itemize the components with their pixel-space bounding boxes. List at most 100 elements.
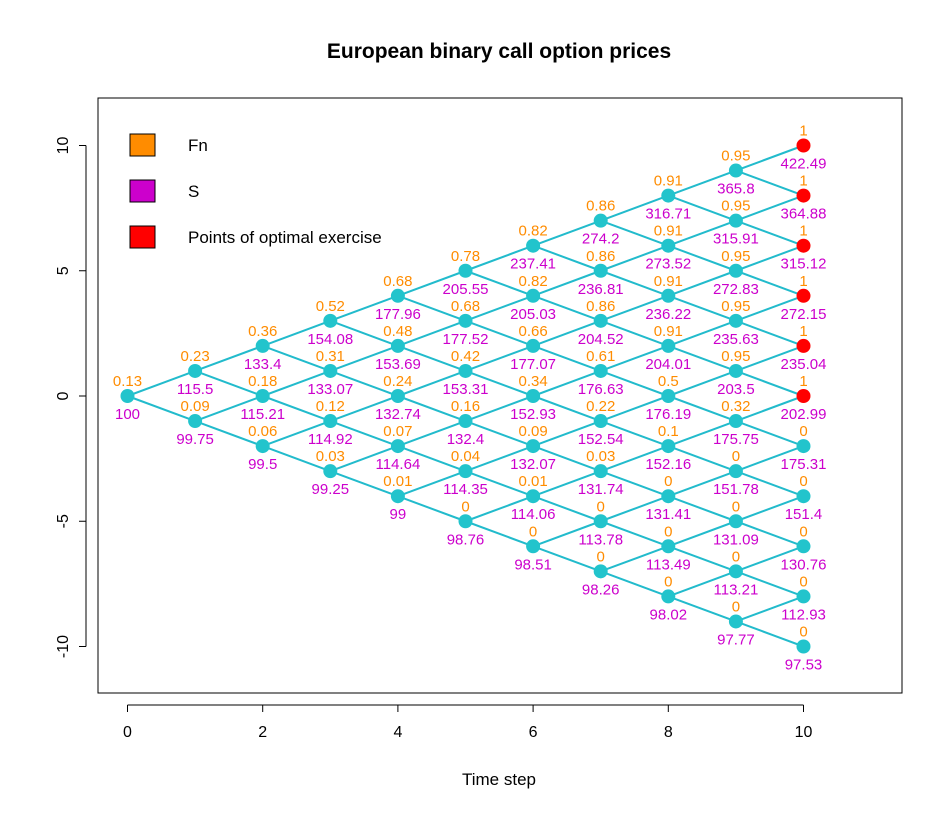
- fn-value-label: 0.82: [518, 273, 547, 290]
- optimal-exercise-point: [796, 288, 811, 303]
- fn-value-label: 0.22: [586, 398, 615, 415]
- tree-edge-down: [735, 370, 804, 397]
- tree-node: [188, 414, 203, 429]
- tree-edge-down: [397, 395, 466, 422]
- fn-value-label: 0: [799, 473, 807, 490]
- tree-node: [458, 363, 473, 378]
- fn-value-label: 0.68: [383, 273, 412, 290]
- s-value-label: 273.52: [645, 256, 691, 273]
- s-value-label: 272.83: [713, 281, 759, 298]
- tree-node: [593, 414, 608, 429]
- tree-edge-up: [329, 344, 399, 372]
- s-value-label: 316.71: [645, 206, 691, 223]
- tree-node: [323, 414, 338, 429]
- tree-node: [593, 313, 608, 328]
- tree-edge-up: [532, 520, 602, 548]
- tree-edge-down: [667, 294, 737, 322]
- tree-edge-down: [667, 545, 737, 573]
- tree-edge-down: [600, 269, 669, 297]
- tree-edge-down: [397, 445, 466, 473]
- legend-label: S: [188, 182, 199, 201]
- tree-node: [526, 238, 541, 253]
- tree-edge-up: [262, 420, 331, 448]
- legend-swatch: [129, 225, 156, 249]
- s-value-label: 98.51: [514, 556, 552, 573]
- s-value-label: 315.91: [713, 231, 759, 248]
- s-value-label: 365.8: [717, 181, 755, 198]
- tree-edge-down: [465, 269, 534, 297]
- fn-value-label: 0.91: [654, 273, 683, 290]
- tree-edge-down: [465, 370, 534, 397]
- tree-node: [526, 489, 541, 504]
- tree-edge-down: [465, 520, 534, 548]
- tree-edge-down: [735, 169, 804, 197]
- s-value-label: 236.81: [578, 281, 624, 298]
- fn-value-label: 0.06: [248, 423, 277, 440]
- fn-value-label: 0.1: [658, 423, 679, 440]
- tree-edge-up: [735, 545, 804, 573]
- fn-value-label: 0.36: [248, 323, 277, 340]
- tree-node: [796, 539, 811, 554]
- fn-value-label: 0: [799, 523, 807, 540]
- fn-value-label: 0.95: [721, 198, 750, 215]
- fn-value-label: 0.18: [248, 373, 277, 390]
- fn-value-label: 0: [732, 598, 740, 615]
- tree-edge-up: [397, 470, 466, 498]
- y-tick-label: -10: [55, 635, 72, 658]
- tree-edge-up: [262, 319, 331, 347]
- tree-edge-up: [667, 470, 737, 498]
- tree-edge-up: [397, 370, 466, 397]
- tree-edge-down: [465, 319, 534, 347]
- tree-edge-up: [667, 269, 737, 297]
- tree-edge-up: [532, 319, 602, 347]
- tree-edge-up: [735, 445, 804, 473]
- fn-value-label: 0.31: [316, 348, 345, 365]
- y-tick-label: 5: [55, 266, 72, 275]
- fn-value-label: 0.61: [586, 348, 615, 365]
- tree-edge-down: [532, 445, 602, 473]
- tree-edge-up: [667, 520, 737, 548]
- s-value-label: 99.5: [248, 456, 277, 473]
- s-value-label: 133.07: [307, 381, 353, 398]
- tree-edge-up: [667, 219, 737, 247]
- tree-edge-down: [667, 244, 737, 272]
- optimal-exercise-point: [796, 188, 811, 203]
- fn-value-label: 0.91: [654, 223, 683, 240]
- s-value-label: 235.63: [713, 331, 759, 348]
- tree-node: [661, 489, 676, 504]
- s-value-label: 205.55: [443, 281, 489, 298]
- legend-swatch: [129, 179, 156, 203]
- s-value-label: 177.52: [443, 331, 489, 348]
- s-value-label: 98.76: [447, 531, 485, 548]
- tree-edge-up: [329, 445, 399, 473]
- tree-node: [458, 414, 473, 429]
- tree-node: [526, 439, 541, 454]
- s-value-label: 152.93: [510, 406, 556, 423]
- s-value-label: 175.31: [781, 456, 827, 473]
- x-tick-label: 8: [664, 724, 673, 741]
- s-value-label: 114.92: [308, 431, 353, 448]
- fn-value-label: 0.42: [451, 348, 480, 365]
- tree-node: [390, 389, 405, 403]
- tree-node: [593, 213, 608, 228]
- tree-node: [323, 363, 338, 378]
- tree-edge-down: [600, 420, 669, 448]
- tree-node: [255, 439, 270, 454]
- tree-edge-down: [532, 545, 602, 573]
- tree-edge-down: [194, 370, 264, 397]
- tree-node: [661, 539, 676, 554]
- tree-edge-down: [735, 470, 804, 498]
- tree-edge-down: [667, 395, 737, 422]
- plot-frame: [97, 97, 903, 694]
- fn-value-label: 1: [799, 223, 807, 240]
- tree-node: [390, 288, 405, 303]
- tree-edge-up: [735, 395, 804, 422]
- tree-node: [796, 639, 811, 654]
- tree-node: [728, 464, 743, 479]
- fn-value-label: 0.95: [721, 248, 750, 265]
- tree-edge-up: [465, 495, 534, 523]
- s-value-label: 112.93: [781, 606, 826, 623]
- tree-edge-up: [600, 495, 669, 523]
- s-value-label: 176.19: [645, 406, 691, 423]
- s-value-label: 130.76: [781, 556, 827, 573]
